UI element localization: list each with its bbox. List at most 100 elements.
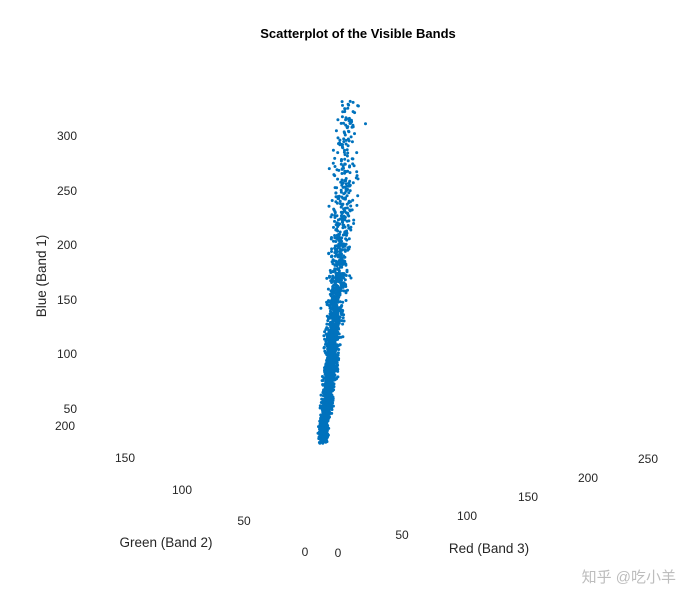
- y-tick-label: 150: [115, 451, 135, 465]
- scatter-point: [340, 115, 344, 119]
- scatter-point: [341, 316, 345, 320]
- scatter-point: [324, 379, 328, 383]
- scatter-point: [330, 369, 334, 373]
- scatter-point: [327, 167, 331, 171]
- scatter-point: [340, 158, 343, 161]
- scatter-point: [334, 333, 338, 336]
- scatter-point: [332, 333, 335, 337]
- scatter-point: [347, 119, 351, 123]
- x-tick-label: 150: [518, 490, 538, 504]
- scatter-point: [325, 276, 329, 280]
- scatter-point: [336, 118, 340, 122]
- scatter-point: [330, 236, 333, 239]
- scatter-point: [350, 120, 354, 124]
- scatter-point: [343, 133, 347, 137]
- scatter-point: [325, 384, 329, 388]
- scatter-point: [344, 179, 348, 183]
- scatter-point: [333, 322, 337, 326]
- scatter-point: [327, 300, 330, 304]
- scatter-point: [341, 281, 345, 285]
- scatter-point: [322, 422, 326, 426]
- scatter-point: [329, 342, 333, 345]
- scatter-point: [345, 233, 348, 237]
- scatter-point: [340, 216, 344, 220]
- scatter-point: [342, 289, 346, 293]
- scatter-point: [338, 138, 342, 142]
- x-axis-label: Red (Band 3): [449, 541, 529, 556]
- scatter-point: [350, 125, 354, 129]
- scatter-point: [318, 428, 322, 432]
- scatter-point: [348, 164, 352, 168]
- scatter-point: [318, 404, 322, 408]
- scatter-point: [319, 416, 323, 420]
- scatter-point: [329, 335, 333, 339]
- z-axis-ticks: 50 100 150 200 250 300: [57, 129, 77, 416]
- scatter-point: [348, 179, 352, 183]
- scatter-point: [329, 316, 333, 320]
- scatter-point: [325, 419, 329, 423]
- scatter-point: [345, 184, 349, 188]
- chart-title: Scatterplot of the Visible Bands: [260, 26, 456, 41]
- z-tick-label: 150: [57, 293, 77, 307]
- scatter-point: [337, 244, 341, 247]
- scatter-point: [320, 413, 324, 417]
- scatter-point: [337, 232, 341, 236]
- scatter-point: [355, 174, 359, 178]
- scatter-point: [340, 172, 344, 175]
- scatter-point: [329, 325, 333, 329]
- scatter-point: [344, 187, 348, 191]
- scatter-point: [336, 375, 340, 379]
- scatter-point: [334, 358, 338, 362]
- scatter-point: [334, 330, 338, 334]
- scatter-point: [334, 244, 338, 248]
- scatter-point: [342, 207, 346, 211]
- scatter-point: [330, 375, 334, 379]
- scatter-point: [346, 246, 350, 250]
- scatter-point: [327, 361, 331, 365]
- scatter-point: [340, 284, 344, 287]
- scatter-point: [317, 441, 321, 444]
- scatter-point: [343, 107, 347, 111]
- scatter-point: [336, 136, 340, 140]
- scatter-point: [349, 204, 353, 208]
- scatter-point: [335, 267, 339, 271]
- scatter-point: [338, 277, 342, 281]
- scatter-point: [340, 218, 344, 222]
- x-axis-ticks: 0 50 100 150 200 250: [335, 452, 659, 560]
- scatter-point: [344, 211, 348, 215]
- scatter-point: [334, 369, 337, 373]
- scatter-point: [342, 150, 346, 154]
- scatter-point: [335, 366, 339, 370]
- scatter-point: [342, 130, 346, 134]
- scatter-point: [326, 342, 330, 346]
- scatter-point: [333, 165, 337, 168]
- scatter-point: [333, 355, 337, 359]
- scatter-point: [340, 304, 344, 308]
- scatter-point: [338, 274, 342, 278]
- scatter-point: [334, 287, 338, 291]
- scatter-point: [325, 314, 329, 318]
- scatter-point: [355, 151, 359, 155]
- scatter-point: [340, 319, 344, 323]
- scatter-point: [337, 269, 341, 273]
- scatter-point: [349, 135, 353, 139]
- scatter-point: [336, 321, 340, 325]
- scatter-point: [338, 343, 342, 347]
- scatter-point: [334, 316, 338, 320]
- scatter-point: [321, 441, 325, 445]
- scatter-point: [331, 161, 335, 165]
- scatter-point: [333, 344, 337, 347]
- x-tick-label: 250: [638, 452, 658, 466]
- scatter-point: [326, 405, 330, 409]
- scatter-point: [342, 276, 346, 280]
- z-tick-label: 200: [57, 238, 77, 252]
- scatter-point: [342, 313, 346, 317]
- scatter-point: [343, 162, 347, 166]
- scatter-point: [339, 241, 343, 245]
- scatter-point: [347, 116, 351, 120]
- scatter-point: [330, 291, 334, 295]
- scatter-point: [334, 252, 338, 256]
- scatter-point: [335, 284, 339, 287]
- scatter-point: [343, 273, 346, 276]
- scatter-point: [347, 191, 351, 195]
